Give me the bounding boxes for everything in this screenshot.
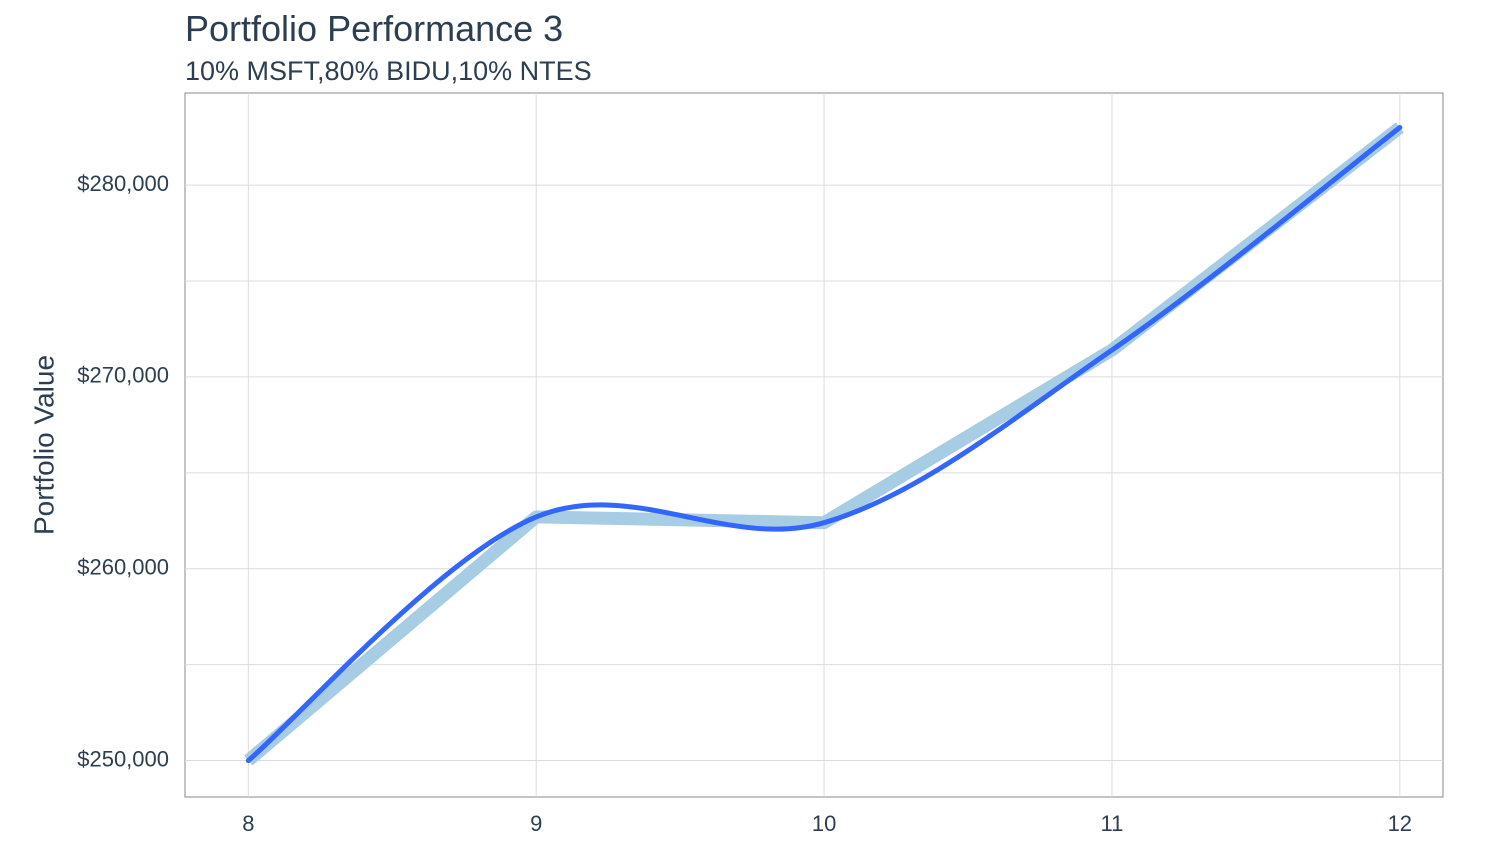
y-axis-title: Portfolio Value — [28, 355, 59, 535]
y-tick-label: $280,000 — [77, 171, 169, 196]
x-tick-label: 8 — [242, 811, 254, 836]
x-tick-label: 12 — [1388, 811, 1412, 836]
y-tick-label: $250,000 — [77, 746, 169, 771]
x-tick-label: 10 — [812, 811, 836, 836]
grid-lines — [185, 93, 1443, 797]
chart-subtitle: 10% MSFT,80% BIDU,10% NTES — [185, 56, 592, 86]
plot-panel — [184, 92, 1444, 798]
series-layer — [244, 122, 1404, 766]
series-line-smooth — [245, 125, 1403, 764]
y-tick-label: $260,000 — [77, 555, 169, 580]
x-tick-label: 9 — [530, 811, 542, 836]
axis-labels: $250,000 $260,000 $270,000 $280,000 8 9 10 11 12 — [77, 171, 1412, 836]
chart-title: Portfolio Performance 3 — [185, 8, 564, 49]
x-tick-label: 11 — [1101, 811, 1124, 836]
y-tick-label: $270,000 — [77, 363, 169, 388]
